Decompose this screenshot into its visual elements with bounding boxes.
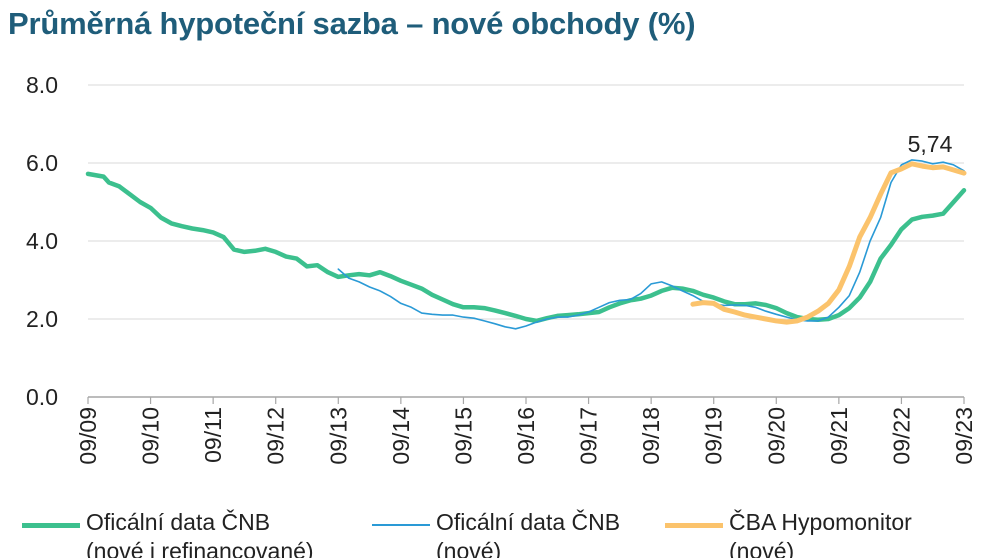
chart-legend: Oficální data ČNB (nové i refinancované)… xyxy=(0,504,991,558)
legend-label-cnb-new: Oficální data ČNB xyxy=(436,509,621,535)
line-chart: 0.0 2.0 4.0 6.0 8.0 09/09 09/10 09/11 09/12 09/1… xyxy=(26,72,977,465)
x-tick-label: 09/22 xyxy=(888,407,914,465)
legend-item-cba: ČBA Hypomonitor (nové) xyxy=(665,508,912,558)
x-tick-label: 09/12 xyxy=(263,407,289,465)
x-tick-label: 09/21 xyxy=(826,407,852,465)
x-tick-label: 09/16 xyxy=(513,407,539,465)
legend-item-cnb-all: Oficální data ČNB (nové i refinancované) xyxy=(22,508,314,558)
legend-sublabel-cba: (nové) xyxy=(729,538,795,558)
x-tick-label: 09/18 xyxy=(638,407,664,465)
legend-sublabel-cnb-all: (nové i refinancované) xyxy=(86,538,314,558)
legend-sublabel-cnb-new: (nové) xyxy=(436,538,502,558)
y-axis: 0.0 2.0 4.0 6.0 8.0 xyxy=(26,72,58,410)
chart-title: Průměrná hypoteční sazba – nové obchody … xyxy=(8,6,696,41)
x-tick-label: 09/19 xyxy=(701,407,727,465)
x-tick-label: 09/17 xyxy=(576,407,602,465)
x-axis: 09/09 09/10 09/11 09/12 09/13 09/14 09/15 09/16… xyxy=(75,396,977,465)
x-tick-label: 09/09 xyxy=(75,407,101,465)
series-line-cnb-all xyxy=(85,171,967,324)
series-line-cnb-new xyxy=(337,159,965,330)
x-tick-label: 09/20 xyxy=(763,407,789,465)
y-tick-label: 0.0 xyxy=(26,384,58,410)
legend-label-cnb-all: Oficální data ČNB xyxy=(86,509,271,535)
x-tick-label: 09/23 xyxy=(951,407,977,465)
legend-swatch-cnb-all xyxy=(22,523,80,528)
series-lines xyxy=(85,159,967,330)
legend-swatch-cnb-new xyxy=(372,524,430,526)
y-tick-label: 4.0 xyxy=(26,228,58,254)
y-tick-label: 6.0 xyxy=(26,150,58,176)
legend-swatch-cba xyxy=(665,523,723,528)
x-tick-label: 09/14 xyxy=(388,407,414,465)
legend-label-cba: ČBA Hypomonitor xyxy=(729,509,912,535)
gridlines xyxy=(88,84,964,320)
legend-item-cnb-new: Oficální data ČNB (nové) xyxy=(372,508,620,558)
x-tick-label: 09/13 xyxy=(325,407,351,465)
x-tick-label: 09/10 xyxy=(138,407,164,465)
series-line-cba xyxy=(690,161,967,325)
x-tick-label: 09/15 xyxy=(450,407,476,465)
x-tick-label: 09/11 xyxy=(200,407,226,463)
y-tick-label: 2.0 xyxy=(26,306,58,332)
last-value-annotation: 5,74 xyxy=(908,131,953,157)
y-tick-label: 8.0 xyxy=(26,72,58,98)
